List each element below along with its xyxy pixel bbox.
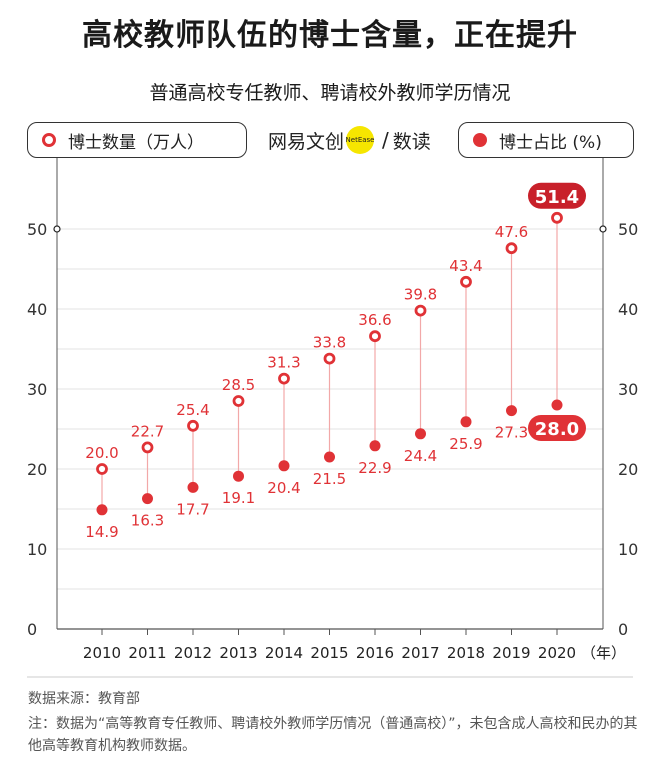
share-marker	[324, 451, 335, 463]
legend-share: 博士占比 (%)	[458, 122, 634, 158]
count-value-label: 47.6	[495, 223, 528, 241]
count-value-label: 31.3	[267, 354, 300, 372]
x-tick-label: 2014	[265, 644, 303, 662]
data-note: 注：数据为“高等教育专任教师、聘请校外教师学历情况（普通高校）”，未包含成人高校…	[28, 716, 638, 754]
count-value-label: 36.6	[358, 311, 391, 329]
x-tick-label: 2020	[538, 644, 576, 662]
y-tick-label-left: 50	[27, 220, 47, 239]
x-tick-label: 2013	[219, 644, 257, 662]
count-value-label: 33.8	[313, 334, 346, 352]
count-value-label: 51.4	[535, 187, 579, 208]
axis-cap-left	[53, 225, 61, 233]
y-tick-label-left: 0	[27, 620, 37, 639]
count-marker	[460, 275, 472, 288]
count-marker	[141, 441, 154, 454]
y-tick-label-left: 30	[27, 380, 47, 399]
y-tick-label-right: 10	[618, 540, 638, 559]
count-marker	[551, 211, 563, 224]
x-unit-label: （年）	[581, 644, 626, 662]
share-marker	[506, 405, 517, 417]
brand-logo: 网易文创 NetEase / 数读	[268, 124, 431, 156]
count-value-label: 28.5	[222, 376, 255, 394]
y-tick-label-right: 40	[618, 300, 638, 319]
count-marker	[96, 463, 108, 475]
dot-marker-icon	[473, 133, 487, 147]
legend-share-label: 博士占比 (%)	[499, 132, 602, 153]
y-tick-label-left: 40	[27, 300, 47, 319]
count-value-label: 39.8	[404, 286, 437, 304]
count-marker	[187, 419, 199, 432]
x-tick-label: 2018	[447, 644, 485, 662]
count-marker	[505, 242, 518, 255]
logo-separator: /	[382, 128, 389, 152]
share-value-label: 16.3	[131, 512, 164, 530]
x-tick-label: 2011	[128, 644, 166, 662]
count-value-label: 43.4	[449, 257, 482, 275]
count-value-label: 25.4	[176, 401, 209, 419]
share-marker	[369, 440, 381, 452]
share-marker	[460, 416, 472, 428]
share-value-label: 19.1	[222, 489, 255, 507]
share-marker	[233, 470, 244, 482]
share-value-label: 27.3	[495, 424, 528, 442]
share-value-label: 28.0	[535, 419, 579, 440]
axis-cap-right	[599, 225, 607, 233]
chart-subtitle: 普通高校专任教师、聘请校外教师学历情况	[149, 82, 511, 104]
logo-circle-text: NetEase	[345, 136, 375, 144]
y-tick-label-left: 20	[27, 460, 47, 479]
count-marker	[232, 395, 245, 407]
legend-count: 博士数量（万人）	[27, 122, 247, 158]
share-marker	[278, 460, 290, 472]
y-tick-label-right: 50	[618, 220, 638, 239]
x-tick-label: 2017	[401, 644, 439, 662]
logo-brand-text: 网易文创	[268, 130, 345, 153]
share-marker	[96, 504, 108, 516]
count-value-label: 22.7	[131, 422, 164, 440]
share-value-label: 14.9	[85, 523, 118, 541]
count-value-label: 20.0	[85, 444, 118, 462]
count-highlight-pill	[528, 182, 586, 209]
x-tick-label: 2012	[174, 644, 212, 662]
x-tick-label: 2019	[492, 644, 530, 662]
count-marker	[278, 372, 290, 385]
x-tick-label: 2016	[356, 644, 394, 662]
data-source: 数据来源：教育部	[28, 691, 140, 707]
share-marker	[142, 493, 153, 505]
share-value-label: 21.5	[313, 470, 346, 488]
share-value-label: 22.9	[358, 459, 391, 477]
share-highlight-pill	[528, 415, 586, 441]
logo-product-text: 数读	[392, 130, 431, 153]
count-marker	[323, 352, 336, 365]
logo-circle-icon: NetEase	[345, 126, 375, 154]
share-value-label: 20.4	[267, 479, 300, 497]
count-marker	[414, 304, 427, 317]
x-tick-label: 2010	[83, 644, 121, 662]
share-marker	[187, 481, 199, 493]
chart-title: 高校教师队伍的博士含量，正在提升	[82, 18, 578, 53]
ring-marker-icon	[42, 133, 56, 147]
y-tick-label-right: 20	[618, 460, 638, 479]
share-marker	[551, 399, 563, 411]
x-tick-label: 2015	[310, 644, 348, 662]
count-marker	[369, 330, 381, 343]
y-tick-label-right: 30	[618, 380, 638, 399]
y-tick-label-left: 10	[27, 540, 47, 559]
share-marker	[415, 428, 426, 440]
y-tick-label-right: 0	[618, 620, 628, 639]
share-value-label: 17.7	[176, 500, 209, 518]
share-value-label: 25.9	[449, 435, 482, 453]
share-value-label: 24.4	[404, 447, 437, 465]
legend-count-label: 博士数量（万人）	[68, 132, 204, 153]
